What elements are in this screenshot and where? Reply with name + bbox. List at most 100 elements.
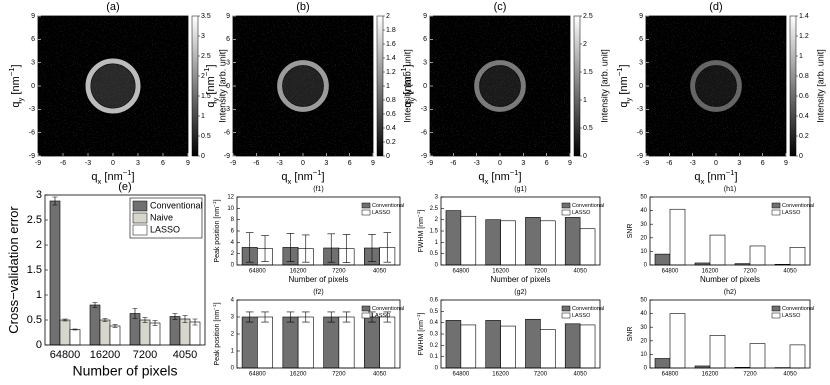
y-tick-label: 10	[640, 352, 647, 358]
error-bar	[92, 302, 98, 308]
bar	[669, 313, 686, 369]
y-tick-label: 0.5	[27, 314, 42, 326]
bar	[282, 316, 299, 369]
bar	[540, 220, 556, 266]
y-tick-label: 1.5	[430, 229, 439, 235]
y-tick-label: 10	[227, 206, 234, 212]
x-tick-label: 16200	[702, 372, 719, 378]
x-tick-label: 0	[301, 160, 305, 167]
legend-swatch	[771, 305, 781, 312]
label-text: [nm	[205, 76, 217, 97]
y-tick-label: 9	[639, 13, 643, 20]
colorbar-tick-label: 2	[583, 41, 587, 48]
y-tick-label: 30	[640, 222, 647, 228]
colorbar-label: Intensity [arb. unit]	[402, 49, 412, 123]
y-tick-label: 3	[435, 195, 439, 201]
label-text: FWHM [nm	[418, 320, 425, 356]
y-tick-label: 6	[31, 36, 35, 43]
y-axis-label: qy [nm−1]	[399, 64, 417, 107]
diffraction-ring	[277, 60, 329, 112]
x-tick-label: 4050	[173, 349, 197, 361]
image-noise	[38, 16, 188, 156]
y-tick-label: 2	[231, 251, 235, 257]
bar	[460, 324, 477, 369]
bar	[789, 344, 806, 369]
colorbar-tick-label: 3.5	[201, 13, 211, 20]
legend-label: LASSO	[782, 313, 801, 319]
y-tick-label: 40	[640, 311, 647, 317]
y-tick-label: -9	[637, 153, 643, 160]
legend-swatch	[771, 209, 781, 216]
error-bar	[172, 313, 178, 320]
legend-swatch	[361, 305, 371, 312]
x-tick-label: 9	[568, 160, 572, 167]
panel-title: (h2)	[724, 289, 736, 296]
y-tick-label: 0	[423, 83, 427, 90]
y-tick-label: 50	[640, 195, 647, 201]
x-tick-label: 64800	[662, 372, 679, 378]
y-tick-label: 0.4	[430, 320, 439, 326]
label-text: ]	[322, 171, 325, 183]
bar	[49, 200, 61, 346]
legend-swatch	[771, 312, 781, 319]
legend-label: LASSO	[372, 313, 391, 319]
y-tick-label: -3	[421, 106, 427, 113]
error-bar	[301, 311, 310, 323]
bar	[525, 318, 541, 369]
colorbar-tick-label: 0	[583, 153, 587, 160]
x-tick-label: 3	[521, 160, 525, 167]
error-bar	[342, 234, 351, 264]
axes-frame	[236, 196, 401, 266]
y-axis-label: Peak position [nm−1]	[212, 302, 221, 365]
error-bar	[342, 311, 351, 323]
label-text: ]	[132, 171, 135, 183]
x-tick-label: 4050	[373, 269, 387, 275]
colorbar-tick-label: 0	[201, 153, 205, 160]
y-tick-label: 10	[640, 249, 647, 255]
error-bar	[245, 311, 254, 323]
colorbar-tick-label: 0.5	[201, 133, 211, 140]
y-tick-label: 3	[31, 60, 35, 67]
bar	[179, 318, 191, 346]
x-tick-label: 6	[348, 160, 352, 167]
panel-title: (f1)	[313, 186, 324, 193]
label-script: y	[624, 97, 633, 101]
label-script: −1	[399, 67, 408, 76]
bar	[189, 321, 201, 346]
x-tick-label: 7200	[743, 372, 757, 378]
x-tick-label: 64800	[249, 269, 266, 275]
y-tick-label: 3	[36, 189, 42, 201]
x-tick-label: 6	[161, 160, 165, 167]
x-tick-label: 7200	[534, 372, 548, 378]
y-tick-label: 40	[640, 208, 647, 214]
bar	[257, 316, 273, 369]
label-text: ]	[735, 171, 738, 183]
panel-title: (a)	[106, 1, 119, 13]
x-tick-label: 64800	[50, 349, 81, 361]
legend-swatch	[561, 312, 571, 319]
label-script: y	[408, 97, 417, 101]
legend-label: Conventional	[572, 203, 604, 209]
colorbar-label: Intensity [arb. unit]	[217, 49, 227, 123]
y-tick-label: -3	[637, 106, 643, 113]
diffraction-core	[282, 65, 324, 107]
x-axis-label: qx [nm−1]	[91, 168, 134, 186]
legend-swatch	[361, 202, 371, 209]
bar	[654, 253, 671, 266]
x-tick-label: 9	[186, 160, 190, 167]
error-bar	[142, 317, 148, 323]
colorbar-tick-label: 2.5	[583, 13, 593, 20]
panel-title: (d)	[709, 1, 722, 13]
bar	[364, 316, 380, 369]
colorbar	[573, 15, 581, 157]
y-tick-label: 0.5	[430, 309, 439, 315]
colorbar-tick-label: 1.2	[386, 69, 396, 76]
x-tick-label: 16200	[290, 269, 307, 275]
bar	[564, 217, 581, 266]
colorbar-tick-label: 2	[386, 13, 390, 20]
legend-label: LASSO	[572, 313, 591, 319]
bar	[709, 234, 726, 266]
y-tick-label: 2	[435, 217, 439, 223]
y-tick-label: 0	[435, 263, 439, 269]
